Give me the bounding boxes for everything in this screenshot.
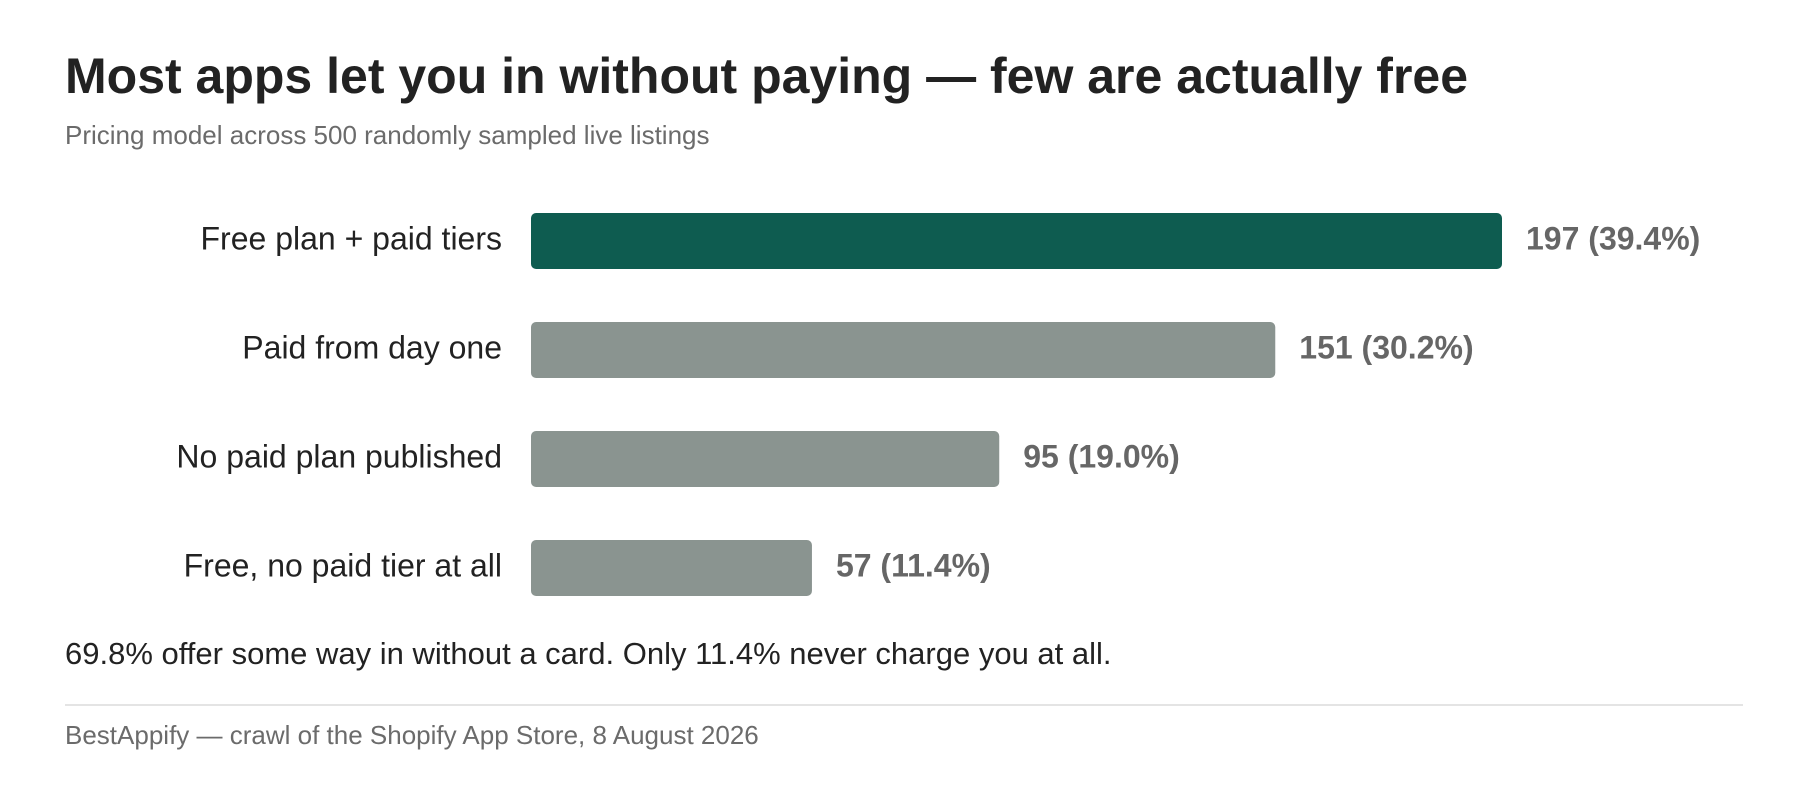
value-label: 197 (39.4%) <box>1526 220 1700 256</box>
bar <box>531 322 1276 378</box>
chart-subtitle: Pricing model across 500 randomly sample… <box>65 120 710 150</box>
chart-title: Most apps let you in without paying — fe… <box>65 48 1468 104</box>
value-label: 151 (30.2%) <box>1299 329 1473 365</box>
category-label: No paid plan published <box>176 438 502 474</box>
bar <box>531 431 1000 487</box>
category-label: Paid from day one <box>242 329 502 365</box>
category-label: Free, no paid tier at all <box>184 547 502 583</box>
category-label: Free plan + paid tiers <box>201 220 503 256</box>
source: BestAppify — crawl of the Shopify App St… <box>65 720 759 750</box>
bar <box>531 540 812 596</box>
value-label: 95 (19.0%) <box>1023 438 1180 474</box>
bar <box>531 213 1502 269</box>
annotation: 69.8% offer some way in without a card. … <box>65 636 1112 671</box>
value-label: 57 (11.4%) <box>836 547 991 583</box>
